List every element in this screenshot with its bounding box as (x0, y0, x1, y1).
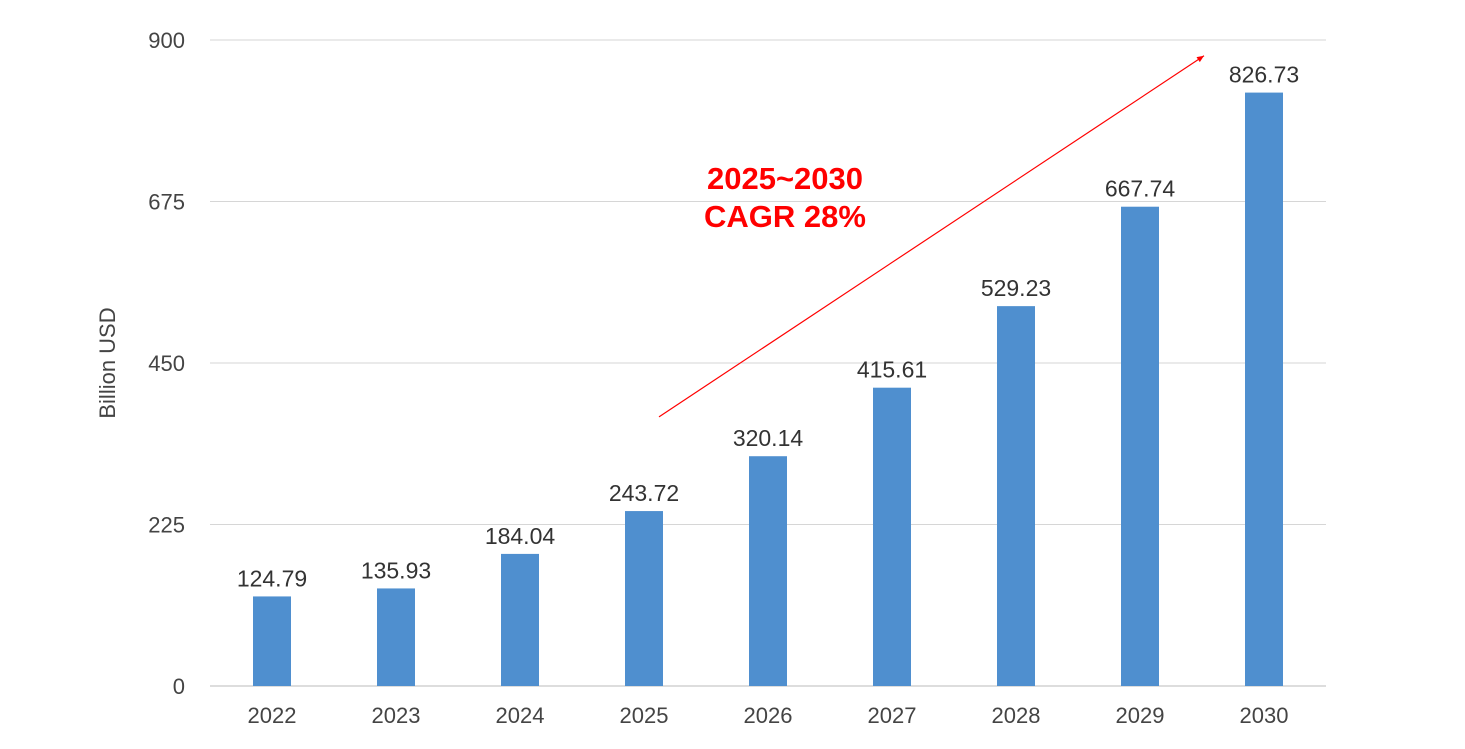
trend-arrow-line (658, 55, 1205, 418)
data-label: 135.93 (361, 557, 431, 583)
data-label: 124.79 (237, 565, 307, 591)
annotation-line-2: CAGR 28% (704, 199, 866, 234)
bar (749, 456, 787, 686)
x-tick-label: 2029 (1116, 703, 1165, 728)
bar (377, 588, 415, 686)
bar (997, 306, 1035, 686)
y-tick-label: 675 (148, 190, 185, 215)
y-axis-label: Billion USD (95, 307, 120, 419)
x-tick-label: 2025 (620, 703, 669, 728)
x-tick-label: 2027 (868, 703, 917, 728)
x-tick-label: 2024 (496, 703, 545, 728)
data-label: 415.61 (857, 357, 927, 383)
data-label: 667.74 (1105, 176, 1176, 202)
data-label: 529.23 (981, 275, 1051, 301)
annotation-line-1: 2025~2030 (706, 161, 864, 196)
x-tick-label: 2022 (248, 703, 297, 728)
bar (501, 553, 539, 686)
cagr-annotation: 2025~2030 CAGR 28% (704, 160, 866, 236)
bar (625, 511, 663, 686)
bar (873, 387, 911, 686)
bar (1245, 92, 1283, 687)
y-tick-label: 225 (148, 513, 185, 538)
y-tick-label: 900 (148, 28, 185, 53)
bar (1121, 206, 1159, 686)
bar (253, 596, 291, 686)
y-tick-label: 450 (148, 351, 185, 376)
data-label: 184.04 (485, 523, 556, 549)
data-label: 826.73 (1229, 62, 1299, 88)
data-label: 243.72 (609, 480, 679, 506)
arrowhead-icon (1196, 55, 1204, 63)
x-tick-label: 2030 (1240, 703, 1289, 728)
y-tick-label: 0 (173, 674, 185, 699)
data-label: 320.14 (733, 425, 804, 451)
x-tick-label: 2026 (744, 703, 793, 728)
x-tick-label: 2023 (372, 703, 421, 728)
x-tick-label: 2028 (992, 703, 1041, 728)
